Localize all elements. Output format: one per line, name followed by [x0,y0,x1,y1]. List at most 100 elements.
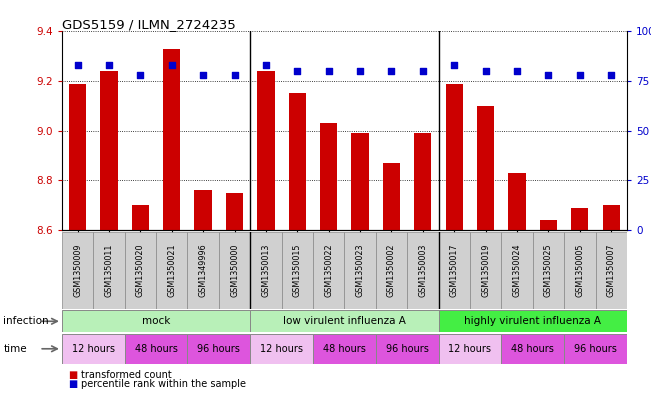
Text: GSM1350005: GSM1350005 [575,243,585,297]
Text: GSM1350013: GSM1350013 [262,243,270,297]
Text: GSM1350002: GSM1350002 [387,243,396,297]
Text: 48 hours: 48 hours [135,344,178,354]
Text: GSM1350000: GSM1350000 [230,243,239,297]
Text: mock: mock [142,316,170,326]
Bar [93,232,124,309]
Bar [533,232,564,309]
Bar [69,84,86,230]
Bar [439,232,470,309]
Text: GSM1350019: GSM1350019 [481,243,490,297]
Bar [226,193,243,230]
Text: GSM1350024: GSM1350024 [512,243,521,297]
Bar [62,310,250,332]
Bar [124,334,187,364]
Bar [219,232,250,309]
Text: percentile rank within the sample: percentile rank within the sample [81,379,246,389]
Point [135,72,146,78]
Bar [132,205,149,230]
Point [606,72,616,78]
Bar [257,71,275,230]
Bar [313,334,376,364]
Bar [596,232,627,309]
Text: GSM1350017: GSM1350017 [450,243,459,297]
Point [292,68,303,74]
Text: 12 hours: 12 hours [260,344,303,354]
Text: ■: ■ [68,370,77,380]
Bar [439,310,627,332]
Bar [376,232,407,309]
Bar [124,232,156,309]
Point [260,62,271,68]
Text: 96 hours: 96 hours [386,344,428,354]
Bar [470,232,501,309]
Text: GSM1350025: GSM1350025 [544,243,553,297]
Point [104,62,114,68]
Bar [564,334,627,364]
Bar [62,334,124,364]
Text: 48 hours: 48 hours [323,344,366,354]
Bar [250,310,439,332]
Bar [383,163,400,230]
Bar [603,205,620,230]
Text: GSM1350003: GSM1350003 [419,243,427,297]
Bar [195,190,212,230]
Text: low virulent influenza A: low virulent influenza A [283,316,406,326]
Point [324,68,334,74]
Text: GSM1350009: GSM1350009 [73,243,82,297]
Point [512,68,522,74]
Bar [100,71,118,230]
Bar [564,232,596,309]
Point [480,68,491,74]
Bar [344,232,376,309]
Bar [540,220,557,230]
Bar [501,334,564,364]
Text: GSM1350023: GSM1350023 [355,243,365,297]
Text: 96 hours: 96 hours [574,344,617,354]
Bar [508,173,525,230]
Point [198,72,208,78]
Bar [501,232,533,309]
Text: GSM1350020: GSM1350020 [136,243,145,297]
Bar [352,133,368,230]
Bar [163,49,180,230]
Bar [187,334,250,364]
Text: GSM1350022: GSM1350022 [324,243,333,297]
Bar [288,94,306,230]
Point [418,68,428,74]
Point [72,62,83,68]
Bar [62,232,93,309]
Text: 12 hours: 12 hours [72,344,115,354]
Text: GDS5159 / ILMN_2724235: GDS5159 / ILMN_2724235 [62,18,236,31]
Text: infection: infection [3,316,49,326]
Text: GSM1350021: GSM1350021 [167,243,176,297]
Bar [376,334,439,364]
Bar [282,232,313,309]
Text: 12 hours: 12 hours [449,344,492,354]
Bar [439,334,501,364]
Text: GSM1350015: GSM1350015 [293,243,302,297]
Text: ■: ■ [68,379,77,389]
Text: 48 hours: 48 hours [511,344,554,354]
Bar [250,334,313,364]
Bar [571,208,589,230]
Bar [414,133,432,230]
Bar [477,106,494,230]
Point [449,62,460,68]
Bar [187,232,219,309]
Text: time: time [3,344,27,354]
Point [229,72,240,78]
Text: GSM1350007: GSM1350007 [607,243,616,297]
Text: GSM1349996: GSM1349996 [199,243,208,297]
Bar [446,84,463,230]
Point [167,62,177,68]
Text: highly virulent influenza A: highly virulent influenza A [464,316,602,326]
Text: transformed count: transformed count [81,370,172,380]
Bar [320,123,337,230]
Point [355,68,365,74]
Point [543,72,553,78]
Point [386,68,396,74]
Bar [250,232,282,309]
Text: 96 hours: 96 hours [197,344,240,354]
Bar [156,232,187,309]
Point [575,72,585,78]
